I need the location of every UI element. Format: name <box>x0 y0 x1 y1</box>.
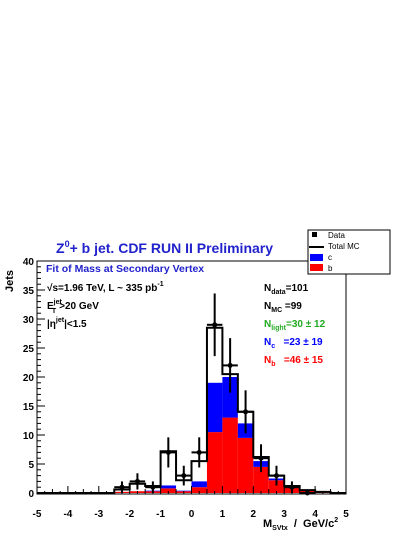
annotation-et-cut: Ejet T >20 GeV <box>47 299 99 315</box>
plot-frame <box>36 260 347 495</box>
y-tick-label-7: 35 <box>23 286 35 297</box>
total-mc-outline <box>37 326 346 494</box>
y-tick-label-8: 40 <box>23 257 35 268</box>
bar-c-bin-8 <box>160 485 177 489</box>
x-tick-label-5: 0 <box>189 509 195 520</box>
x-tick-label-4: -1 <box>156 509 165 520</box>
bar-b-bin-8 <box>160 488 177 493</box>
sqrt-symbol: √ <box>47 283 53 294</box>
data-point-3 <box>160 437 177 468</box>
x-tick-label-0: -5 <box>33 509 42 520</box>
bar-c-bin-10 <box>191 481 207 488</box>
data-point-10 <box>268 465 285 486</box>
legend-swatch-c <box>310 254 323 261</box>
bar-b-bin-13 <box>237 437 254 493</box>
bar-c-bin-11 <box>206 382 223 433</box>
data-point-marker-0 <box>119 484 125 490</box>
title-rest: + b jet. CDF RUN II Preliminary <box>70 240 274 256</box>
data-point-marker-11 <box>289 484 295 490</box>
annotation-n-data: Ndata=101 <box>264 283 309 296</box>
annotation-eta-cut: |ηjet|<1.5 <box>47 317 87 330</box>
data-point-marker-1 <box>134 478 140 484</box>
y-tick-label-4: 20 <box>23 373 35 384</box>
x-tick-label-2: -3 <box>94 509 103 520</box>
et-sup: jet <box>53 299 63 306</box>
x-label-main: M <box>263 518 272 530</box>
chart-subtitle: Fit of Mass at Secondary Vertex <box>46 263 204 275</box>
legend-swatch-b <box>310 264 323 271</box>
x-tick-label-7: 2 <box>251 509 257 520</box>
histogram-stack <box>114 377 331 493</box>
annotation-n-b: Nb =46 ± 15 <box>264 355 323 368</box>
data-points <box>114 293 316 496</box>
legend-marker-data <box>312 232 317 237</box>
et-post: >20 GeV <box>59 301 99 312</box>
x-tick-label-10: 5 <box>343 509 349 520</box>
bar-b-bin-12 <box>222 417 238 493</box>
data-point-marker-3 <box>165 449 171 455</box>
x-label-sub: SVtx <box>272 525 288 532</box>
legend-label-data: Data <box>328 231 345 240</box>
legend: Data Total MC c b <box>307 229 391 275</box>
legend-label-total-mc: Total MC <box>328 242 360 251</box>
bar-b-bin-11 <box>206 432 223 493</box>
eta-base: |η <box>47 319 56 330</box>
data-point-marker-6 <box>212 322 218 328</box>
axes: -5 -4 -3 -2 -1 0 1 2 3 4 5 0 5 10 15 20 25 30 35 40 <box>23 257 349 520</box>
x-tick-label-9: 4 <box>312 509 318 520</box>
y-tick-label-1: 5 <box>28 460 34 471</box>
legend-label-c: c <box>328 253 332 262</box>
chart-title: Z0+ b jet. CDF RUN II Preliminary <box>56 239 273 256</box>
annotation-sqrt-s: √s=1.96 TeV, L ~ 335 pb-1 <box>47 281 164 294</box>
y-tick-label-5: 25 <box>23 344 35 355</box>
y-tick-label-2: 10 <box>23 431 35 442</box>
x-tick-label-8: 3 <box>281 509 287 520</box>
annotation-n-c: Nc =23 ± 19 <box>264 337 323 350</box>
eta-post: |<1.5 <box>64 319 87 330</box>
data-point-marker-7 <box>227 362 233 368</box>
data-point-1 <box>129 473 146 490</box>
data-point-5 <box>191 437 207 468</box>
data-point-8 <box>237 390 254 434</box>
y-axis-label: Jets <box>4 270 16 292</box>
sqrt-sup: -1 <box>157 281 163 288</box>
bar-c-bin-12 <box>222 377 238 418</box>
data-point-marker-10 <box>273 473 279 479</box>
data-point-marker-2 <box>150 484 156 490</box>
et-sub: T <box>52 308 57 315</box>
bar-b-bin-10 <box>191 487 207 493</box>
bar-c-bin-9 <box>176 490 192 492</box>
annotation-n-light: Nlight=30 ± 12 <box>264 319 326 332</box>
data-point-9 <box>253 444 269 473</box>
annotation-n-mc: NMC =99 <box>264 301 302 314</box>
data-point-marker-5 <box>196 449 202 455</box>
data-point-4 <box>176 465 192 486</box>
x-label-unit: / GeV/c <box>288 518 334 530</box>
legend-label-b: b <box>328 264 333 273</box>
data-point-7 <box>222 338 238 393</box>
x-axis-label: MSVtx / GeV/c2 <box>263 517 338 532</box>
data-point-marker-4 <box>181 473 187 479</box>
y-tick-label-6: 30 <box>23 315 35 326</box>
data-point-marker-9 <box>258 455 264 461</box>
title-z: Z <box>56 240 65 256</box>
data-point-marker-8 <box>243 409 249 415</box>
et-base: E <box>47 301 54 312</box>
x-tick-label-6: 1 <box>220 509 226 520</box>
y-tick-label-3: 15 <box>23 402 35 413</box>
y-tick-label-0: 0 <box>28 489 34 500</box>
bar-b-bin-14 <box>253 466 269 493</box>
eta-sup: jet <box>55 317 65 324</box>
x-label-unit-sup: 2 <box>334 517 338 524</box>
total-mc-histogram <box>37 326 346 494</box>
title-z-sup: 0 <box>65 239 70 249</box>
x-tick-label-3: -2 <box>125 509 134 520</box>
sqrt-text: s=1.96 TeV, L ~ 335 pb <box>53 283 158 294</box>
x-tick-label-1: -4 <box>63 509 72 520</box>
bar-b-bin-15 <box>268 480 285 493</box>
data-point-6 <box>206 293 223 357</box>
